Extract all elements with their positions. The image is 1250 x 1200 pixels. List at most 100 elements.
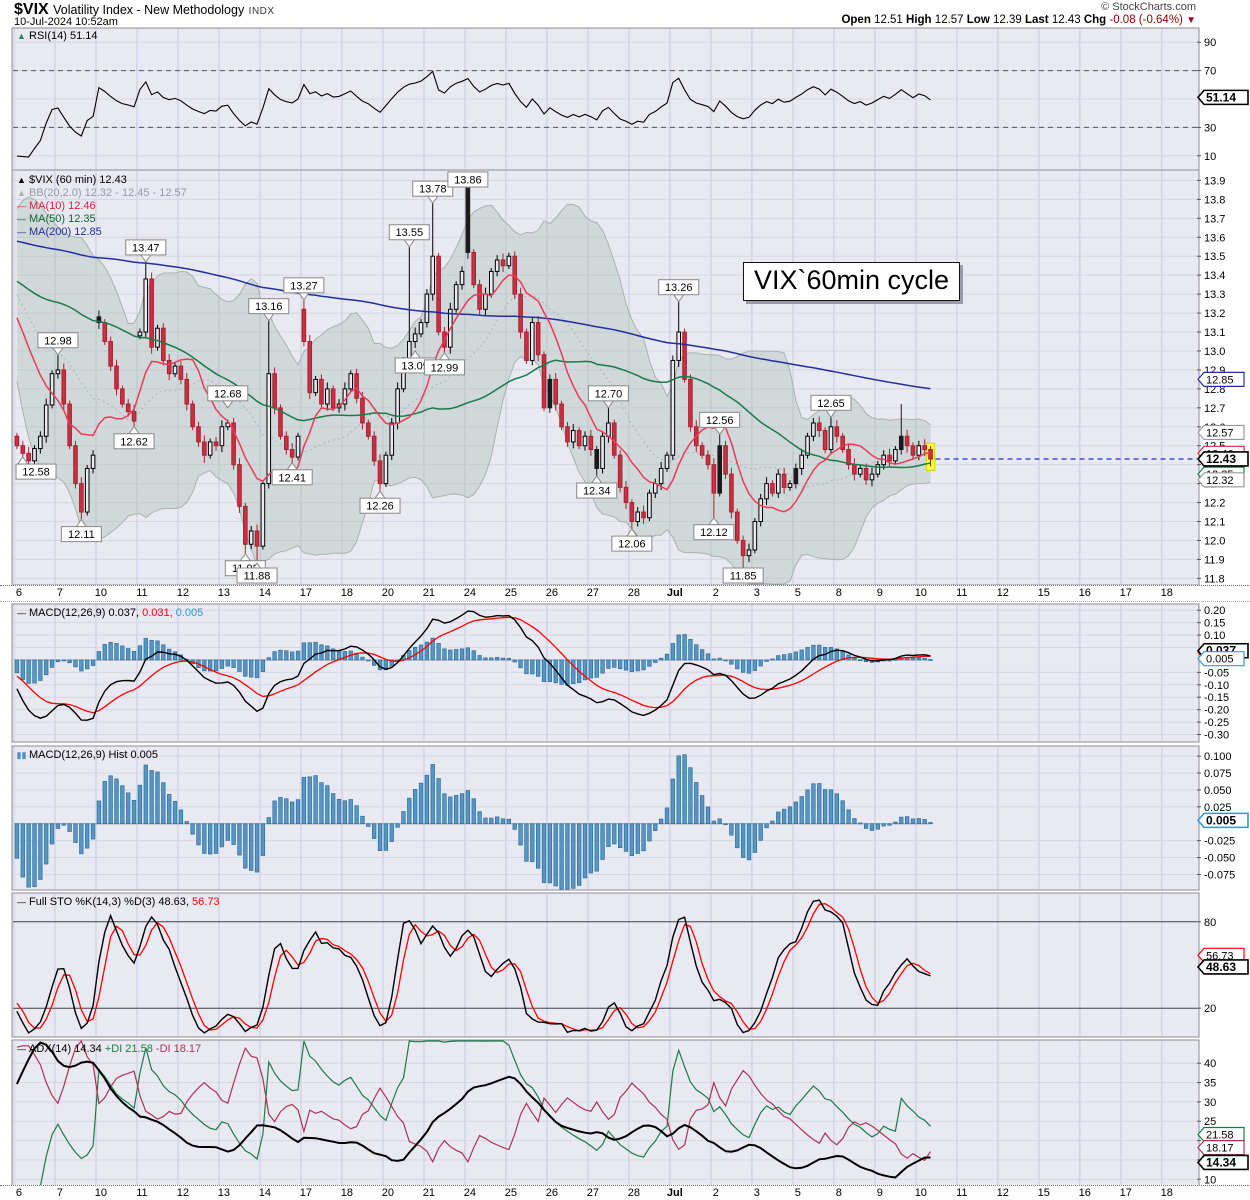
candle-body: [922, 445, 927, 451]
macd-hist-bar: [746, 659, 752, 674]
macd-hist-bar: [272, 800, 277, 825]
macd-hist-bar: [799, 649, 804, 661]
candle-body: [108, 340, 113, 367]
macd-hist-bar: [658, 818, 664, 825]
legend-icon: ▲: [17, 175, 26, 185]
price-pivot-label: 13.27: [283, 277, 325, 301]
svg-text:12.12: 12.12: [700, 527, 728, 539]
macd-hist-bar: [641, 823, 646, 852]
legend-text: +DI 21.58: [104, 1043, 156, 1055]
axis-tick-label: 13.0: [1204, 346, 1225, 358]
candle-body: [477, 284, 482, 310]
candle-body: [893, 449, 898, 462]
candle-body: [910, 445, 916, 456]
candle-body: [869, 473, 875, 481]
macd-hist-bar: [307, 642, 312, 661]
macd-hist-bar: [377, 823, 383, 851]
macd-hist-bar: [817, 783, 822, 825]
chg-dropdown-caret[interactable]: ▼: [1186, 15, 1196, 26]
macd-hist-bar: [32, 823, 37, 888]
candle-body: [137, 331, 143, 337]
legend-text: 0.031,: [139, 607, 173, 619]
candle-body: [799, 454, 804, 469]
macd-hist-bar: [635, 823, 640, 854]
candle-body: [207, 441, 213, 456]
price-pivot-label: 12.68: [207, 385, 249, 409]
macd-hist-bar: [372, 823, 377, 839]
candle-body: [20, 445, 26, 454]
macd-hist-legend: ▮▮ MACD(12,26,9) Hist 0.005: [16, 749, 158, 762]
macd-hist-bar: [729, 659, 734, 665]
candle-body: [313, 378, 318, 394]
date-label: 20: [381, 587, 394, 599]
macd-hist-bar: [231, 823, 236, 845]
macd-hist-bar: [354, 805, 359, 825]
candle-body: [348, 373, 354, 390]
macd-hist-bar: [489, 817, 494, 825]
candle-body: [617, 454, 623, 488]
axis-tick-label: -0.075: [1204, 869, 1235, 881]
macd-hist-bar: [79, 823, 84, 855]
legend-row: -DI 18.17: [156, 1043, 201, 1055]
axis-value-callout: 48.63: [1196, 959, 1249, 975]
axis-tick-label: -0.10: [1204, 680, 1229, 692]
candle-body: [828, 426, 834, 451]
candle-body: [49, 373, 55, 406]
macd-hist-bar: [752, 659, 757, 671]
macd-hist-bar: [623, 823, 629, 852]
macd-hist-bar: [360, 656, 365, 661]
candle-body: [202, 441, 207, 456]
macd-hist-bar: [454, 649, 459, 661]
indicator-line: [16, 355, 931, 585]
date-label: 11: [956, 587, 968, 599]
macd-hist-bar: [541, 659, 547, 682]
macd-hist-bar: [254, 659, 260, 679]
candle-body: [606, 422, 611, 437]
candle-body: [483, 293, 488, 310]
candle-body: [184, 378, 190, 405]
svg-text:12.06: 12.06: [618, 539, 646, 551]
candle-body: [734, 511, 740, 541]
candle-body: [237, 464, 242, 507]
price-pivot-label: 12.99: [423, 352, 465, 376]
macd-hist-bar: [38, 823, 43, 880]
candle-body: [658, 467, 664, 485]
macd-hist-bar: [617, 659, 623, 670]
macd-hist-bar: [459, 648, 465, 661]
candle-body: [14, 435, 20, 447]
legend-text: 56.73: [188, 896, 220, 908]
date-label: 15: [1037, 1187, 1050, 1199]
macd-hist-bar: [553, 823, 558, 887]
date-label: 16: [1078, 587, 1091, 599]
macd-hist-bar: [617, 823, 623, 849]
macd-hist-bar: [96, 651, 102, 661]
macd-hist-bar: [588, 659, 594, 679]
axis-value-callout: 18.17: [1197, 1140, 1245, 1156]
date-label: 5: [794, 1187, 801, 1199]
macd-hist-bar: [922, 658, 927, 661]
candle-body: [330, 388, 336, 409]
candle-body: [717, 445, 723, 494]
candle-body: [32, 448, 37, 462]
macd-hist-bar: [471, 798, 476, 825]
macd-hist-bar: [805, 647, 810, 661]
macd-hist-bar: [723, 823, 728, 826]
macd-hist-bar: [278, 797, 283, 825]
symbol: $VIX: [14, 1, 49, 18]
macd-hist-bar: [61, 823, 66, 826]
low-label: Low: [966, 14, 990, 26]
legend-row: ▲ $VIX (60 min) 12.43: [16, 174, 187, 187]
main-panel: [11, 169, 1200, 586]
date-label: Jul: [666, 1187, 683, 1199]
candle-body: [114, 365, 119, 390]
date-label: 9: [876, 1187, 883, 1199]
axis-tick-label: -0.25: [1204, 717, 1229, 729]
date-label: 17: [1119, 587, 1132, 599]
price-pivot-label: 12.41: [271, 461, 313, 486]
candle-body: [623, 486, 629, 504]
date-label: 5: [794, 587, 801, 599]
macd-hist-bar: [243, 659, 248, 677]
macd-hist-bar: [676, 634, 681, 661]
macd-hist-bar: [184, 821, 189, 825]
